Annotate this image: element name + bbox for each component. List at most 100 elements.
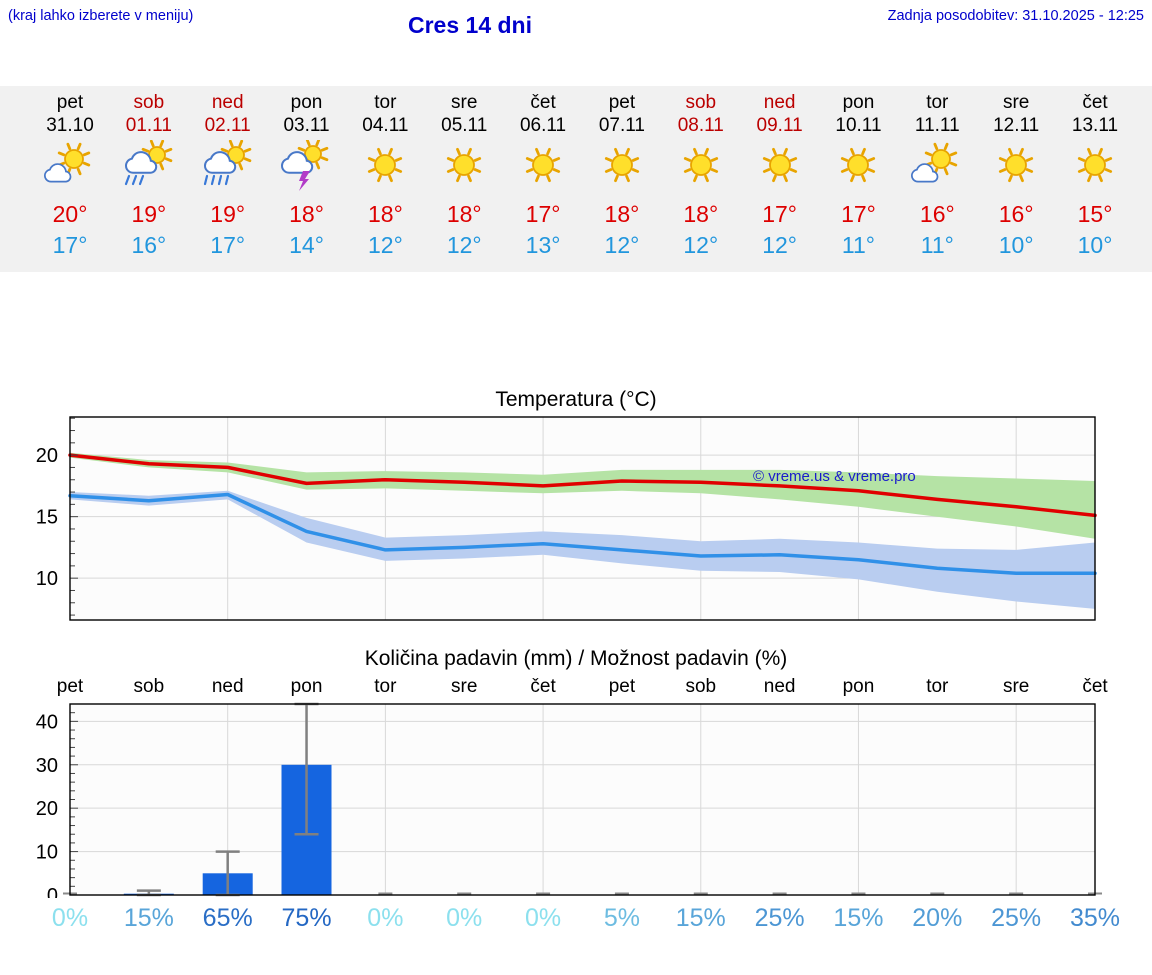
day-date: 09.11 [756, 115, 803, 136]
precip-day-label: pon [842, 676, 875, 697]
high-temp: 17° [525, 201, 561, 227]
precip-probability: 15% [675, 904, 726, 932]
forecast-day-column: ned 02.11 19° 17° [185, 86, 271, 259]
low-temp: 16° [131, 232, 167, 258]
forecast-strip: pet 31.10 20° 17° sob 01.11 19° 16° ned 02.11 19° 1… [0, 86, 1152, 272]
low-temp: 10° [1077, 232, 1113, 258]
low-temp: 12° [762, 232, 797, 258]
forecast-day-column: pet 31.10 20° 17° [27, 86, 113, 259]
low-temp: 12° [683, 232, 719, 258]
day-name: pet [56, 92, 84, 113]
weather-sunny-icon [1052, 140, 1138, 194]
precip-day-label: pet [56, 676, 84, 697]
day-date: 06.11 [519, 115, 567, 136]
weather-sunny-icon [421, 140, 507, 194]
precip-probability: 0% [524, 904, 562, 932]
precip-probability: 15% [123, 904, 174, 932]
precip-day-label: sre [1002, 676, 1030, 697]
high-temp: 18° [446, 201, 482, 227]
precip-day-label: pet [608, 676, 636, 697]
precip-day-label: sre [451, 676, 478, 697]
precipitation-section: Količina padavin (mm) / Možnost padavin … [0, 647, 1152, 938]
watermark: © vreme.us & vreme.pro [753, 468, 916, 485]
precip-day-label: ned [211, 676, 244, 697]
day-date: 01.11 [125, 115, 172, 136]
precip-day-label: čet [1082, 676, 1108, 697]
top-bar: (kraj lahko izberete v meniju) Cres 14 d… [0, 0, 1152, 42]
low-temp: 12° [446, 232, 482, 258]
day-name: pon [290, 92, 323, 113]
forecast-day-column: pon 10.11 17° 11° [815, 86, 901, 259]
high-temp: 18° [367, 201, 403, 227]
forecast-day-column: pet 07.11 18° 12° [579, 86, 665, 259]
precip-day-labels-row: pet sob ned pon tor sre čet pet sob ned pon tor sre č… [0, 674, 1152, 702]
day-name: čet [1082, 92, 1108, 113]
high-temp: 18° [289, 201, 324, 227]
day-date: 07.11 [598, 115, 645, 136]
temperature-section: Temperatura (°C) 10 15 20 © vreme.us & vrem… [0, 388, 1152, 623]
weather-rain-showers-icon [106, 139, 192, 194]
forecast-day-column: tor 11.11 16° 11° [894, 86, 980, 259]
day-name: sre [1002, 92, 1030, 113]
high-temp: 15° [1077, 201, 1113, 227]
low-temp: 11° [920, 232, 954, 258]
day-date: 03.11 [283, 115, 330, 136]
precip-day-label: pon [290, 676, 323, 697]
day-date: 04.11 [362, 115, 409, 136]
day-name: sob [133, 92, 165, 113]
forecast-day-column: tor 04.11 18° 12° [342, 86, 428, 259]
day-name: pet [608, 92, 636, 113]
low-temp: 17° [52, 232, 88, 258]
high-temp: 19° [210, 201, 246, 227]
weather-partly-cloudy-icon [27, 140, 113, 194]
weather-sunny-icon [973, 140, 1059, 194]
precipitation-chart-title: Količina padavin (mm) / Možnost padavin … [364, 647, 788, 670]
svg-text:0: 0 [47, 885, 58, 898]
precip-probability-row: 0% 15% 65% 75% 0% 0% 0% 5% 15% 25% 15% 20% 25% 35% [0, 902, 1152, 938]
high-temp: 17° [762, 201, 797, 227]
precip-day-label: tor [926, 676, 949, 697]
precip-day-label: tor [374, 676, 397, 697]
low-temp: 14° [289, 232, 324, 258]
precip-probability: 5% [603, 904, 640, 932]
day-date: 12.11 [993, 115, 1040, 136]
precip-probability: 15% [833, 904, 884, 932]
svg-text:10: 10 [36, 568, 58, 590]
weather-sunny-icon [737, 140, 823, 194]
day-date: 02.11 [204, 115, 251, 136]
svg-text:20: 20 [36, 445, 58, 467]
forecast-day-column: ned 09.11 17° 12° [737, 86, 823, 259]
svg-text:15: 15 [36, 507, 58, 529]
high-temp: 17° [841, 201, 876, 227]
forecast-day-column: pon 03.11 18° 14° [264, 86, 350, 259]
weather-sunny-icon [815, 140, 901, 194]
high-temp: 16° [998, 201, 1034, 227]
day-name: pon [842, 92, 875, 113]
precip-probability: 0% [51, 904, 89, 932]
weather-sunny-icon [658, 140, 744, 194]
svg-text:20: 20 [36, 798, 58, 820]
precip-probability: 75% [281, 904, 332, 932]
day-date: 08.11 [677, 115, 724, 136]
low-temp: 12° [604, 232, 640, 258]
svg-text:30: 30 [36, 755, 58, 777]
weather-thunderstorm-icon [264, 138, 350, 194]
forecast-day-column: čet 13.11 15° 10° [1052, 86, 1138, 259]
precip-probability: 65% [202, 904, 253, 932]
low-temp: 12° [367, 232, 403, 258]
weather-sunny-icon [579, 140, 665, 194]
svg-text:10: 10 [36, 842, 58, 864]
low-temp: 13° [525, 232, 561, 258]
high-temp: 18° [683, 201, 719, 227]
day-date: 31.10 [46, 115, 94, 136]
day-date: 13.11 [1071, 115, 1119, 136]
precip-probability: 0% [367, 904, 404, 932]
svg-text:40: 40 [36, 711, 58, 733]
day-name: sre [451, 92, 478, 113]
precip-probability: 25% [991, 904, 1042, 932]
forecast-day-column: sre 12.11 16° 10° [973, 86, 1059, 259]
day-name: tor [926, 92, 949, 113]
day-name: ned [211, 92, 244, 113]
precip-day-label: sob [133, 676, 165, 697]
forecast-day-column: čet 06.11 17° 13° [500, 86, 586, 259]
